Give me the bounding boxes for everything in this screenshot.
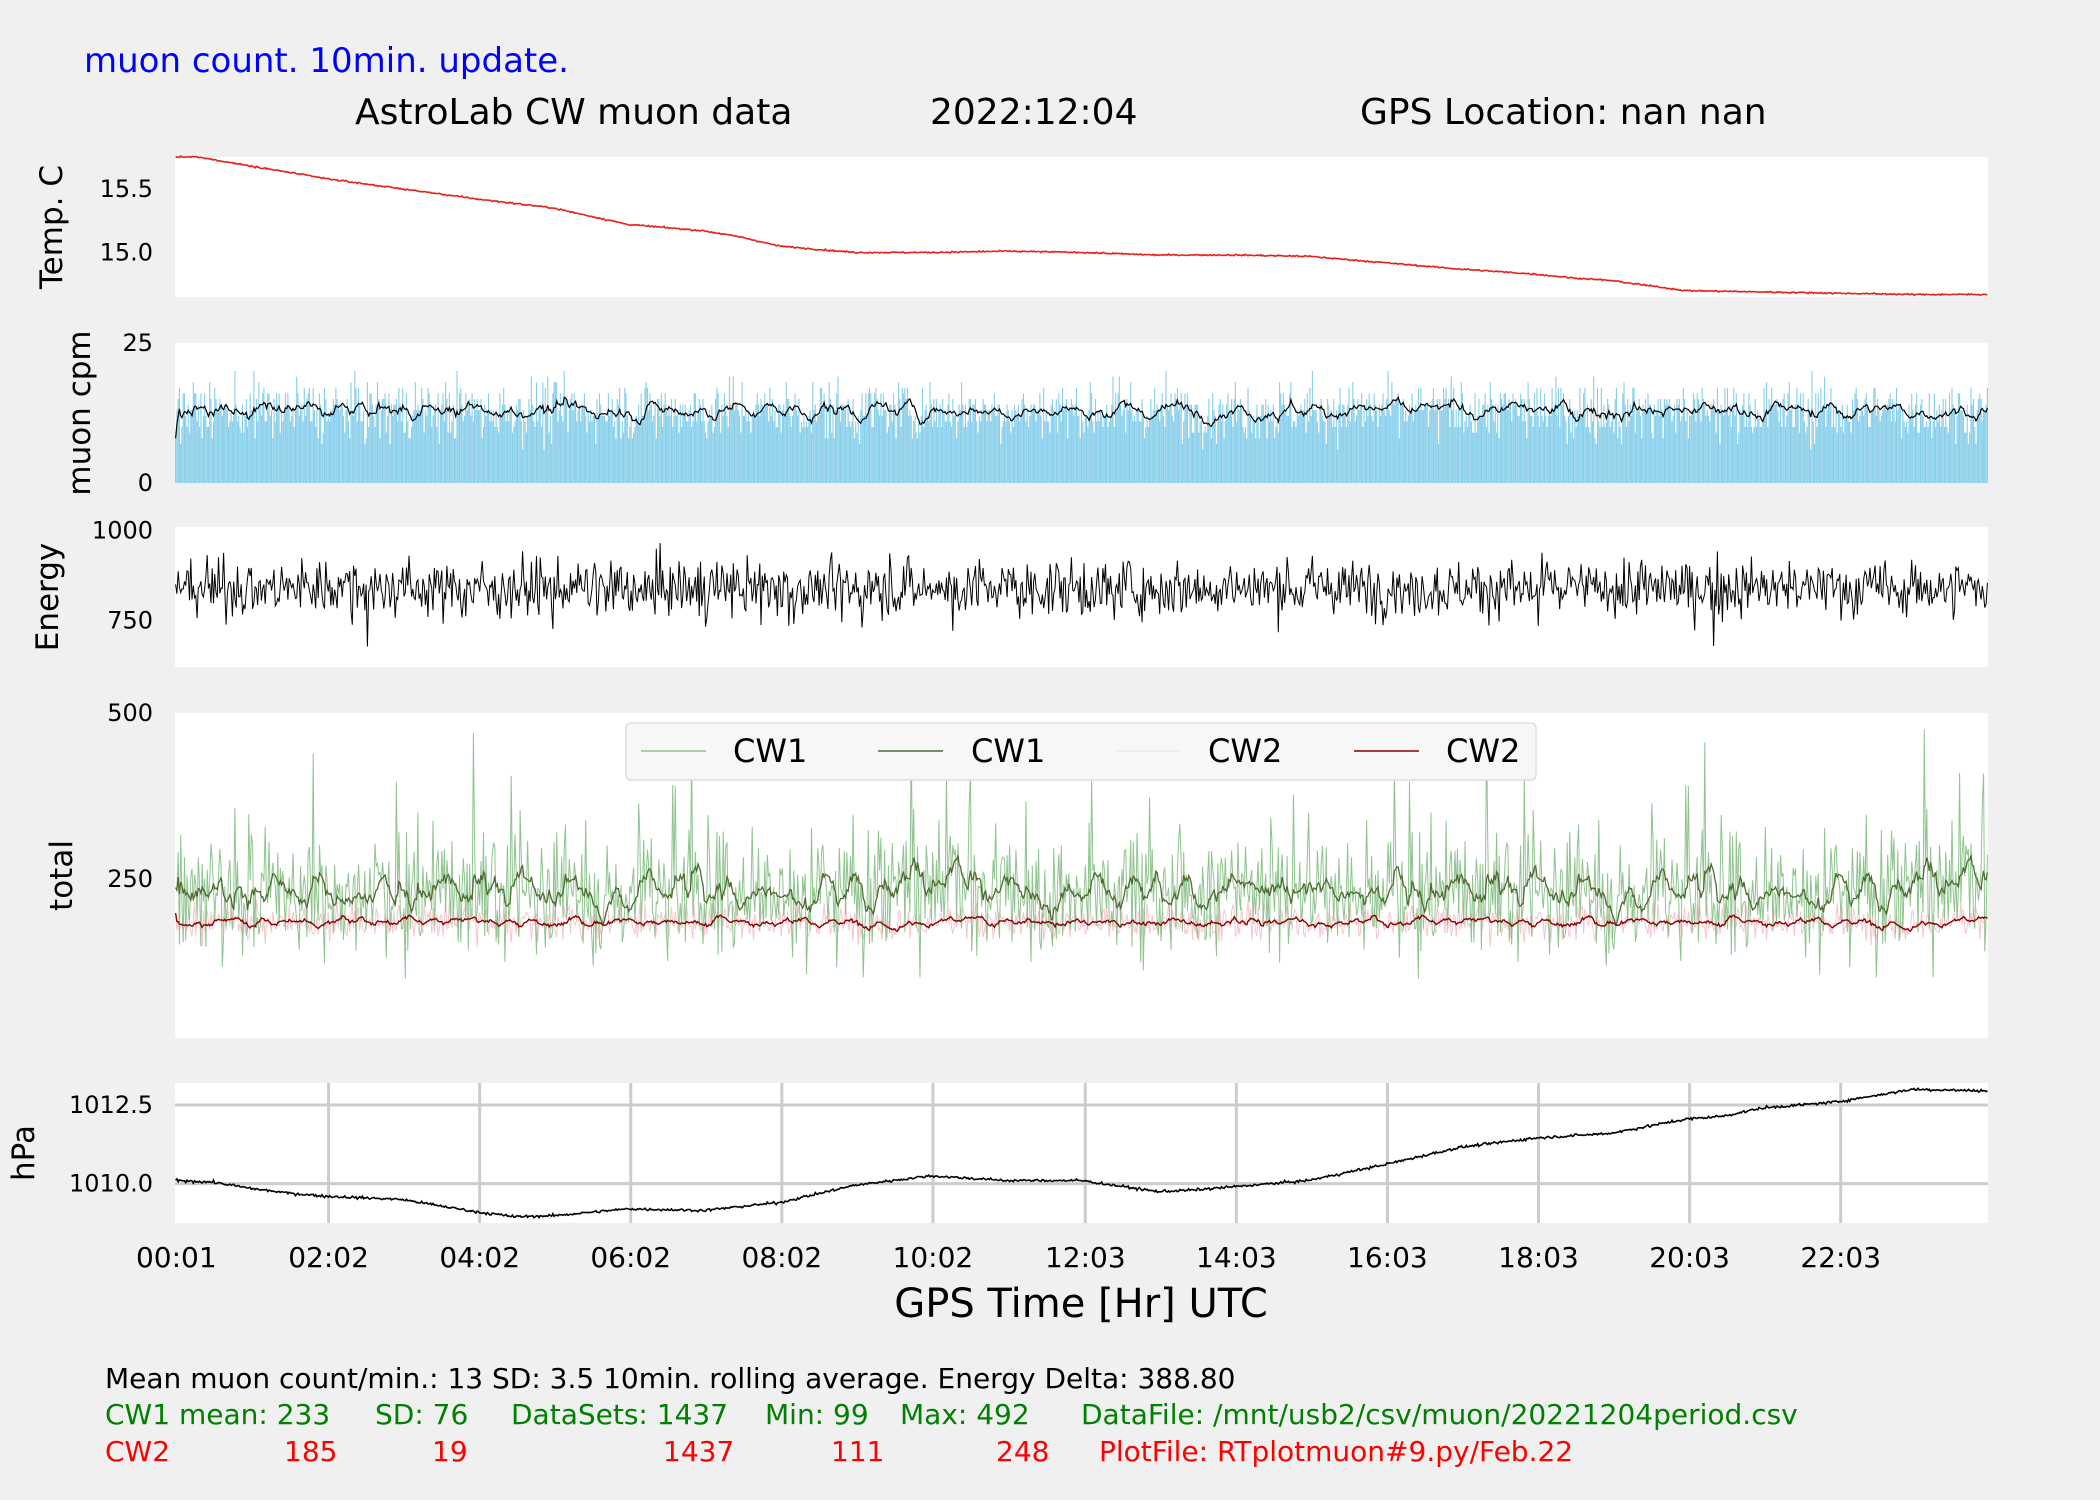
ylabel-3: total bbox=[44, 840, 80, 911]
xtick-9: 18:03 bbox=[1498, 1241, 1579, 1274]
ytick-1-0: 25 bbox=[122, 329, 153, 357]
muon-rolling-average bbox=[175, 395, 1988, 439]
figure-title: AstroLab CW muon data bbox=[355, 92, 792, 133]
stats-line-cw2: CW2 185 19 1437 111 248 PlotFile: RTplot… bbox=[105, 1435, 1573, 1468]
stats-cw2-max: 248 bbox=[996, 1435, 1049, 1468]
muon-cpm-bars bbox=[175, 371, 1988, 483]
stats-cw1-datasets: DataSets: 1437 bbox=[511, 1398, 728, 1431]
ytick-2-1: 750 bbox=[107, 606, 153, 634]
figure-date: 2022:12:04 bbox=[930, 92, 1138, 133]
legend-frame bbox=[625, 722, 1537, 781]
cw2-avg-line bbox=[174, 912, 1988, 933]
stats-cw1-sd: SD: 76 bbox=[375, 1398, 468, 1431]
stats-cw2-label: CW2 bbox=[105, 1435, 170, 1468]
legend-label-cw2-avg: CW2 bbox=[1446, 732, 1520, 770]
stats-cw2-mean: 185 bbox=[284, 1435, 337, 1468]
energy-panel-bg bbox=[175, 527, 1988, 667]
xtick-0: 00:01 bbox=[136, 1241, 217, 1274]
legend-label-cw1-avg: CW1 bbox=[971, 732, 1045, 770]
ytick-4-1: 1010.0 bbox=[69, 1170, 153, 1198]
temp-line bbox=[175, 154, 1988, 297]
xtick-11: 22:03 bbox=[1800, 1241, 1881, 1274]
cw1-avg-line bbox=[175, 855, 1989, 925]
pressure-gridlines bbox=[175, 1083, 1988, 1223]
x-axis-label: GPS Time [Hr] UTC bbox=[894, 1281, 1268, 1327]
energy-series bbox=[175, 543, 1988, 647]
stats-cw2-plotfile: PlotFile: RTplotmuon#9.py/Feb.22 bbox=[1099, 1435, 1573, 1468]
ytick-3-1: 250 bbox=[107, 865, 153, 893]
ytick-2-0: 1000 bbox=[92, 517, 153, 545]
figure-subtitle: muon count. 10min. update. bbox=[84, 41, 569, 81]
ylabel-1: muon cpm bbox=[62, 330, 98, 495]
stats-cw2-datasets: 1437 bbox=[663, 1435, 734, 1468]
muon-avg-line bbox=[175, 395, 1988, 439]
stats-cw2-sd: 19 bbox=[432, 1435, 468, 1468]
total-legend: CW1 CW1 CW2 CW2 bbox=[625, 722, 1537, 781]
xtick-3: 06:02 bbox=[590, 1241, 671, 1274]
energy-line bbox=[175, 543, 1988, 647]
cw1-raw-line bbox=[175, 729, 1988, 980]
stats-cw1-min: Min: 99 bbox=[765, 1398, 869, 1431]
x-axis-ticks: 00:01 02:02 04:02 06:02 08:02 10:02 12:03 14:03… bbox=[136, 1241, 1881, 1274]
temp-panel-bg bbox=[175, 157, 1988, 297]
stats-cw1-max: Max: 492 bbox=[900, 1398, 1030, 1431]
stats-line-cw1: CW1 mean: 233 SD: 76 DataSets: 1437 Min:… bbox=[105, 1398, 1798, 1431]
xtick-8: 16:03 bbox=[1347, 1241, 1428, 1274]
stats-cw2-min: 111 bbox=[831, 1435, 884, 1468]
ytick-1-1: 0 bbox=[138, 469, 153, 497]
ytick-0-0: 15.5 bbox=[100, 175, 153, 203]
ytick-3-0: 500 bbox=[107, 699, 153, 727]
ytick-4-0: 1012.5 bbox=[69, 1091, 153, 1119]
xtick-7: 14:03 bbox=[1196, 1241, 1277, 1274]
stats-cw1-datafile: DataFile: /mnt/usb2/csv/muon/20221204per… bbox=[1081, 1398, 1798, 1431]
stats-cw1-mean: CW1 mean: 233 bbox=[105, 1398, 330, 1431]
pressure-series bbox=[174, 1087, 1988, 1220]
ylabel-2: Energy bbox=[30, 543, 66, 652]
ytick-0-1: 15.0 bbox=[100, 239, 153, 267]
xtick-6: 12:03 bbox=[1045, 1241, 1126, 1274]
xtick-10: 20:03 bbox=[1649, 1241, 1730, 1274]
stats-line-muon: Mean muon count/min.: 13 SD: 3.5 10min. … bbox=[105, 1362, 1235, 1395]
ylabel-4: hPa bbox=[6, 1125, 42, 1181]
muon-bar-set bbox=[175, 371, 1988, 483]
pressure-line bbox=[174, 1087, 1988, 1220]
xtick-2: 04:02 bbox=[439, 1241, 520, 1274]
xtick-5: 10:02 bbox=[893, 1241, 974, 1274]
ylabel-0: Temp. C bbox=[34, 165, 70, 290]
xtick-1: 02:02 bbox=[288, 1241, 369, 1274]
total-series bbox=[174, 729, 1989, 980]
legend-label-cw1-raw: CW1 bbox=[733, 732, 807, 770]
xtick-4: 08:02 bbox=[741, 1241, 822, 1274]
temp-series bbox=[175, 154, 1988, 297]
legend-label-cw2-raw: CW2 bbox=[1208, 732, 1282, 770]
figure-gps-location: GPS Location: nan nan bbox=[1360, 92, 1767, 133]
